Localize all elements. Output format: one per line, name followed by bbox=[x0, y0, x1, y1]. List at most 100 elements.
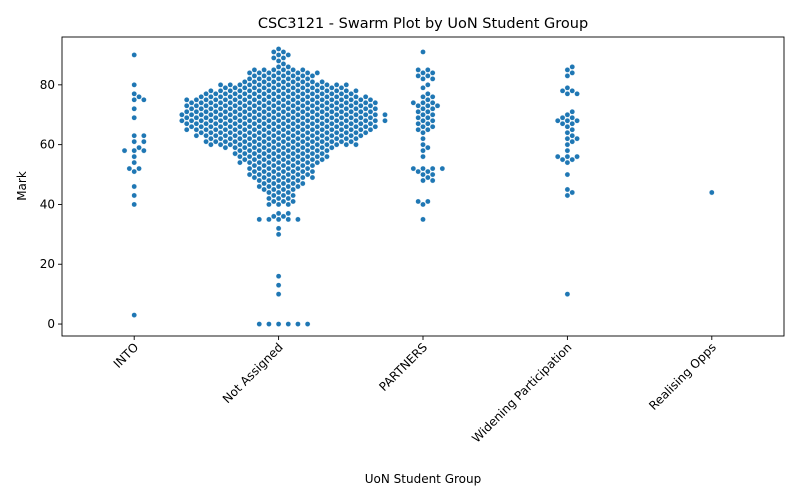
data-point bbox=[564, 159, 571, 166]
data-point bbox=[208, 129, 214, 136]
data-point bbox=[420, 49, 426, 55]
data-point bbox=[290, 126, 296, 133]
data-point bbox=[304, 135, 311, 142]
data-point bbox=[270, 162, 277, 169]
data-point bbox=[362, 99, 369, 106]
data-point bbox=[554, 117, 561, 124]
data-point bbox=[251, 126, 258, 133]
data-point bbox=[198, 117, 205, 124]
data-point bbox=[256, 111, 263, 118]
data-point bbox=[270, 132, 277, 139]
data-point bbox=[261, 79, 267, 85]
data-point bbox=[280, 213, 287, 220]
data-point bbox=[425, 174, 431, 181]
data-point bbox=[324, 99, 330, 106]
data-point bbox=[362, 94, 369, 100]
data-point bbox=[324, 147, 330, 154]
data-point bbox=[309, 162, 316, 169]
data-point bbox=[324, 82, 330, 88]
data-point bbox=[222, 144, 229, 151]
data-point bbox=[285, 52, 292, 58]
data-point bbox=[256, 105, 263, 112]
data-point bbox=[358, 108, 364, 115]
data-point bbox=[198, 123, 205, 130]
data-point bbox=[569, 88, 576, 94]
data-point bbox=[208, 105, 214, 112]
data-point bbox=[564, 291, 571, 297]
data-point bbox=[410, 165, 417, 172]
data-point bbox=[367, 114, 374, 121]
data-point bbox=[131, 147, 137, 154]
data-point bbox=[261, 102, 267, 109]
data-point bbox=[237, 153, 243, 160]
data-point bbox=[309, 73, 316, 79]
data-point bbox=[429, 123, 436, 130]
data-point bbox=[266, 76, 272, 82]
data-point bbox=[270, 156, 277, 163]
data-point bbox=[266, 105, 272, 112]
data-point bbox=[309, 120, 316, 127]
data-point bbox=[237, 141, 243, 148]
data-point bbox=[227, 117, 234, 124]
data-point bbox=[410, 99, 417, 106]
data-point bbox=[266, 99, 272, 106]
data-point bbox=[280, 162, 287, 169]
data-point bbox=[241, 85, 248, 91]
data-point bbox=[285, 210, 292, 217]
data-point bbox=[343, 94, 350, 100]
data-point bbox=[232, 85, 238, 91]
data-point bbox=[241, 108, 248, 115]
data-point bbox=[222, 138, 229, 145]
data-point bbox=[183, 102, 190, 109]
data-point bbox=[429, 94, 436, 100]
data-point bbox=[241, 144, 248, 151]
data-point bbox=[328, 120, 335, 127]
data-point bbox=[319, 126, 325, 133]
data-point bbox=[275, 177, 282, 184]
data-point bbox=[367, 102, 374, 109]
data-point bbox=[309, 108, 316, 115]
data-point bbox=[266, 165, 272, 172]
data-point bbox=[314, 99, 321, 106]
data-point bbox=[246, 159, 253, 166]
data-point bbox=[328, 108, 335, 115]
data-point bbox=[319, 150, 325, 157]
data-point bbox=[212, 126, 219, 133]
data-point bbox=[203, 102, 209, 109]
data-point bbox=[299, 168, 306, 175]
data-point bbox=[295, 94, 301, 100]
data-point bbox=[290, 180, 296, 187]
data-point bbox=[270, 180, 277, 187]
data-point bbox=[203, 91, 209, 97]
data-point bbox=[290, 168, 296, 175]
data-point bbox=[299, 132, 306, 139]
data-point bbox=[425, 126, 431, 133]
data-point bbox=[280, 55, 287, 61]
y-axis-ticks: 0 20 40 60 80 bbox=[40, 78, 62, 331]
data-point bbox=[569, 126, 576, 133]
data-point bbox=[256, 147, 263, 154]
data-point bbox=[358, 96, 364, 103]
data-point bbox=[280, 180, 287, 187]
data-point bbox=[251, 96, 258, 103]
data-point bbox=[314, 82, 321, 88]
data-point bbox=[309, 102, 316, 109]
data-point bbox=[338, 126, 345, 133]
data-point bbox=[256, 76, 263, 82]
data-point bbox=[203, 138, 209, 145]
data-point bbox=[222, 132, 229, 139]
data-point bbox=[237, 147, 243, 154]
data-point bbox=[261, 168, 267, 175]
data-point bbox=[324, 94, 330, 100]
data-point bbox=[261, 67, 267, 73]
data-point bbox=[425, 96, 431, 103]
data-point bbox=[304, 153, 311, 160]
data-point bbox=[241, 114, 248, 121]
data-point bbox=[237, 105, 243, 112]
data-point bbox=[285, 171, 292, 178]
data-point bbox=[309, 174, 316, 181]
data-point bbox=[353, 99, 359, 106]
data-point bbox=[241, 79, 248, 85]
data-point bbox=[415, 120, 421, 127]
data-point bbox=[429, 70, 436, 76]
